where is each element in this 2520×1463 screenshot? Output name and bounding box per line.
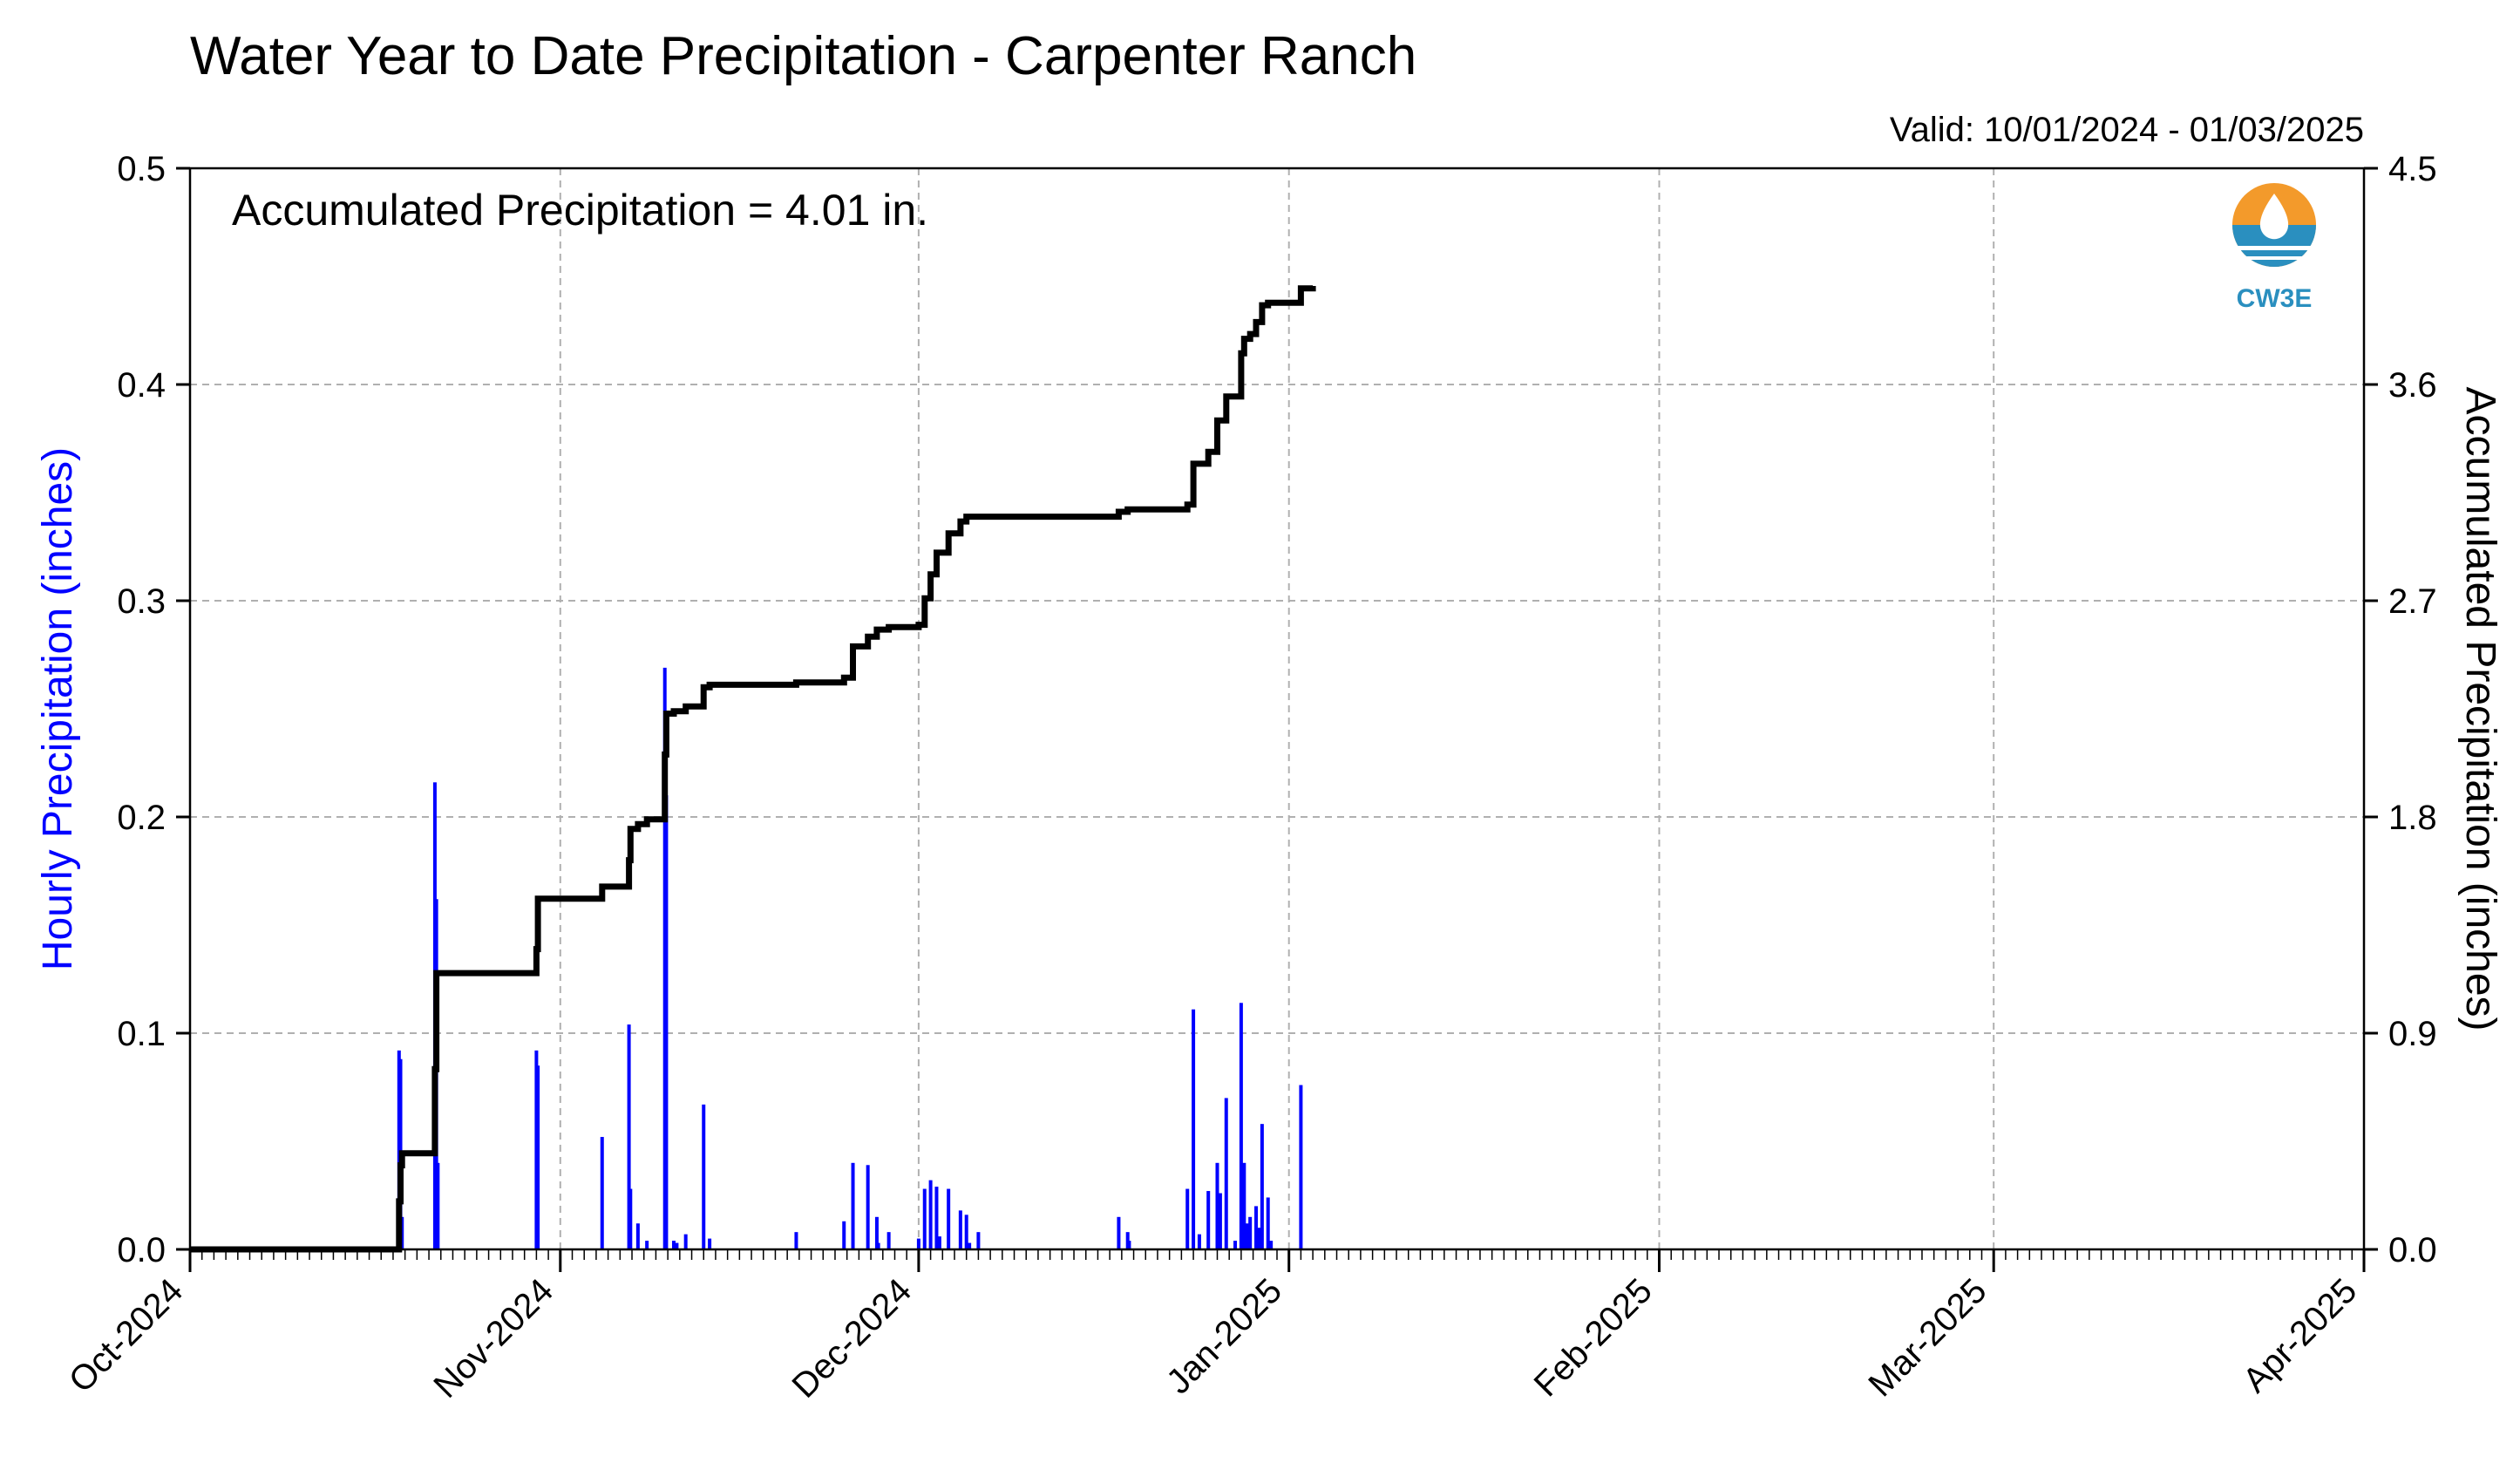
x-tick-label: Mar-2025: [1861, 1271, 1994, 1404]
y-left-tick-label: 0.4: [117, 366, 166, 405]
precip-bar: [1248, 1216, 1253, 1249]
precip-bar: [1197, 1234, 1201, 1249]
precip-bar: [1239, 1003, 1243, 1249]
logo-wave-line: [2234, 246, 2314, 250]
precip-bar: [1257, 1228, 1261, 1249]
precip-bar: [968, 1242, 972, 1249]
y-right-tick-label: 0.9: [2388, 1015, 2437, 1053]
precip-bar: [866, 1165, 870, 1249]
x-minor-ticks: [189, 1249, 2365, 1260]
precip-bar: [1245, 1223, 1249, 1249]
y-axis-right: 0.0 0.9 1.8 2.7 3.6 4.5: [2364, 150, 2437, 1269]
precip-bar: [874, 1216, 879, 1249]
precip-bar: [600, 1137, 604, 1249]
precip-bar: [702, 1104, 706, 1249]
y-right-tick-label: 4.5: [2388, 150, 2437, 188]
precip-bar: [964, 1215, 968, 1249]
y-right-tick-label: 3.6: [2388, 366, 2437, 405]
precip-bar: [1233, 1241, 1238, 1249]
y-left-tick-label: 0.3: [117, 582, 166, 621]
precip-bar: [1192, 1009, 1196, 1249]
precip-bar: [1117, 1216, 1121, 1249]
y-right-tick-label: 1.8: [2388, 799, 2437, 837]
x-tick-label: Apr-2025: [2236, 1271, 2364, 1399]
precip-bar: [1260, 1124, 1264, 1249]
y-axis-left: 0.0 0.1 0.2 0.3 0.4 0.5: [117, 150, 190, 1269]
precip-bar: [1218, 1193, 1222, 1249]
precip-bar: [916, 1238, 920, 1249]
precip-bar: [683, 1234, 688, 1249]
precip-bar: [664, 795, 669, 1249]
precip-bar: [1269, 1241, 1274, 1249]
x-tick-label: Oct-2024: [62, 1271, 190, 1399]
precip-bar: [928, 1180, 933, 1249]
precip-bar: [934, 1187, 939, 1249]
precip-bar: [671, 1241, 676, 1249]
precip-bar: [886, 1232, 891, 1249]
precip-bar: [1215, 1162, 1219, 1249]
precip-bar: [635, 1223, 640, 1249]
precip-bar: [1127, 1241, 1131, 1249]
y-left-tick-label: 0.5: [117, 150, 166, 188]
logo-drop-icon: [2259, 194, 2289, 240]
gridlines: [190, 168, 2364, 1249]
x-tick-label: Jan-2025: [1159, 1271, 1289, 1401]
precip-bar: [627, 1024, 631, 1249]
x-tick-label: Nov-2024: [426, 1271, 560, 1405]
cw3e-logo: CW3E: [2232, 183, 2316, 313]
precip-bar: [947, 1188, 951, 1249]
precip-bar: [922, 1188, 927, 1249]
y-axis-right-label: Accumulated Precipitation (inches): [2457, 386, 2503, 1031]
precip-bar: [1242, 1162, 1246, 1249]
precip-bar: [851, 1162, 855, 1249]
logo-wave-line: [2238, 256, 2310, 260]
logo-text: CW3E: [2237, 284, 2313, 313]
y-left-tick-label: 0.1: [117, 1015, 166, 1053]
valid-range: Valid: 10/01/2024 - 01/03/2025: [1890, 111, 2364, 149]
precip-bar: [1254, 1206, 1259, 1249]
y-right-tick-label: 2.7: [2388, 582, 2437, 621]
precip-bar: [628, 1188, 633, 1249]
precip-bar: [937, 1236, 941, 1249]
x-tick-label: Dec-2024: [785, 1271, 920, 1405]
precip-bar: [842, 1221, 846, 1249]
chart-title: Water Year to Date Precipitation - Carpe…: [190, 26, 1416, 86]
x-axis: Oct-2024 Nov-2024 Dec-2024 Jan-2025 Feb-2025…: [62, 1249, 2366, 1405]
precip-bar: [436, 1162, 440, 1249]
precip-bar: [708, 1238, 712, 1249]
x-tick-label: Feb-2025: [1527, 1271, 1660, 1404]
y-axis-left-label: Hourly Precipitation (inches): [35, 447, 81, 970]
precip-bar: [876, 1242, 880, 1249]
precip-bar: [1299, 1085, 1303, 1249]
precip-bar: [958, 1210, 962, 1249]
precip-bar: [1266, 1197, 1270, 1249]
accumulated-precip-line: [190, 285, 1316, 1253]
accumulated-annotation: Accumulated Precipitation = 4.01 in.: [232, 186, 928, 235]
y-left-tick-label: 0.2: [117, 799, 166, 837]
precip-bar: [645, 1241, 649, 1249]
precip-bar: [1185, 1188, 1190, 1249]
hourly-precip-bars: [397, 667, 1303, 1249]
precip-bar: [794, 1232, 798, 1249]
plot-frame: [188, 167, 2366, 1251]
y-left-tick-label: 0.0: [117, 1231, 166, 1269]
precip-bar: [1224, 1098, 1228, 1249]
precip-bar: [976, 1232, 981, 1249]
precip-bar: [675, 1242, 679, 1249]
precip-bar: [536, 1065, 540, 1249]
y-right-tick-label: 0.0: [2388, 1231, 2437, 1269]
precip-bar: [1206, 1191, 1211, 1249]
